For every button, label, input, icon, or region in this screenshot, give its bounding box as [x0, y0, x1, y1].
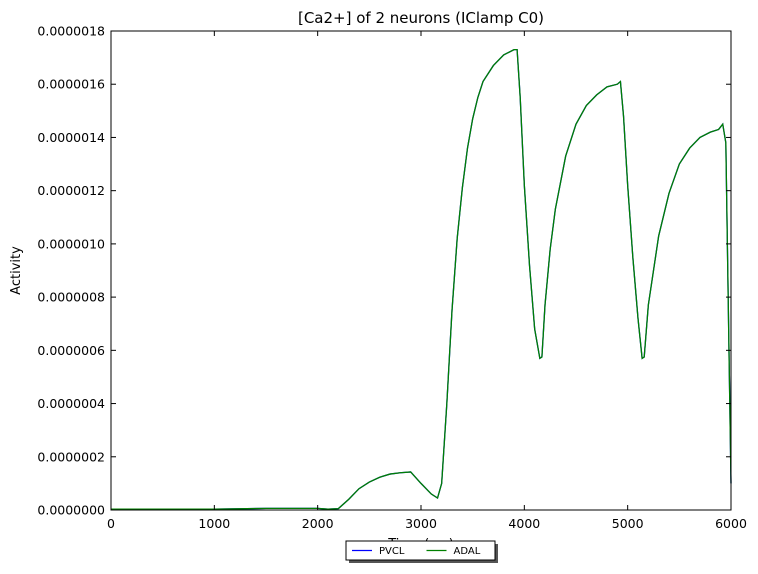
x-tick-label: 2000: [302, 516, 334, 531]
y-tick-label: 0.0000010: [37, 236, 105, 251]
x-tick-label: 0: [107, 516, 115, 531]
y-tick-label: 0.0000004: [37, 396, 105, 411]
y-axis-label: Activity: [9, 246, 24, 295]
series-layer: [111, 48, 732, 510]
tick-layer: 0 1000 2000 3000 4000 5000 6000 0.0000000 0.0000…: [37, 24, 747, 532]
y-tick-label: 0.0000002: [37, 449, 105, 464]
series-line-adal: [111, 48, 732, 510]
legend-label-adal: ADAL: [454, 546, 481, 557]
y-tick-label: 0.0000016: [37, 77, 105, 92]
legend: PVCL ADAL: [345, 540, 498, 563]
y-tick-label: 0.0000014: [37, 130, 105, 145]
y-tick-label: 0.0000000: [37, 503, 105, 518]
y-tick-label: 0.0000018: [37, 24, 105, 39]
x-tick-label: 6000: [715, 516, 747, 531]
chart-title: [Ca2+] of 2 neurons (IClamp C0): [298, 9, 544, 27]
x-tick-label: 4000: [508, 516, 540, 531]
x-tick-label: 5000: [612, 516, 644, 531]
legend-label-pvcl: PVCL: [379, 546, 405, 557]
y-tick-label: 0.0000006: [37, 343, 105, 358]
y-tick-label: 0.0000008: [37, 290, 105, 305]
x-tick-label: 3000: [405, 516, 437, 531]
legend-box: [345, 540, 496, 561]
y-tick-label: 0.0000012: [37, 183, 105, 198]
x-tick-label: 1000: [198, 516, 230, 531]
